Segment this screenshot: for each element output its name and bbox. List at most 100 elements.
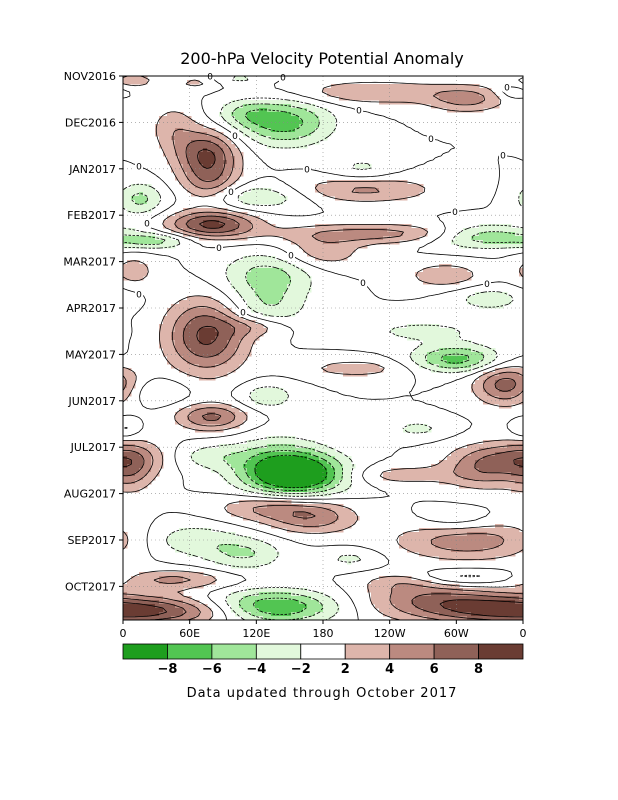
contour-lines xyxy=(122,75,524,621)
anomaly-cell xyxy=(179,408,196,413)
anomaly-cell xyxy=(155,124,204,129)
anomaly-cell xyxy=(371,596,392,601)
anomaly-cell xyxy=(191,180,224,185)
x-tick-label: 0 xyxy=(520,627,527,640)
anomaly-cell xyxy=(471,384,484,389)
anomaly-cell xyxy=(263,484,276,489)
anomaly-cell xyxy=(123,616,172,621)
anomaly-cell xyxy=(383,476,464,481)
anomaly-cell xyxy=(167,536,252,541)
anomaly-cell xyxy=(243,488,264,493)
anomaly-cell xyxy=(419,552,516,557)
anomaly-cell xyxy=(123,608,164,613)
anomaly-cell xyxy=(447,100,484,105)
anomaly-cell xyxy=(223,224,240,229)
anomaly-cell xyxy=(423,280,460,285)
anomaly-cell xyxy=(235,472,248,477)
anomaly-cell xyxy=(191,168,224,173)
anomaly-cell xyxy=(199,328,216,333)
anomaly-cell xyxy=(355,164,372,169)
anomaly-cell xyxy=(463,360,480,365)
anomaly-cell xyxy=(251,120,304,125)
anomaly-cell xyxy=(519,268,524,273)
anomaly-cell xyxy=(203,224,224,229)
anomaly-cell xyxy=(327,468,336,473)
anomaly-cell xyxy=(283,520,336,525)
anomaly-cell xyxy=(479,360,492,365)
anomaly-cell xyxy=(227,340,240,345)
anomaly-cell xyxy=(143,464,152,469)
anomaly-cell xyxy=(187,172,196,177)
y-tick-label: JUN2017 xyxy=(67,395,116,408)
zero-label: 0 xyxy=(304,166,310,176)
zero-label: 0 xyxy=(500,152,506,162)
anomaly-cell xyxy=(335,468,344,473)
anomaly-cell xyxy=(127,384,136,389)
anomaly-cell xyxy=(183,164,192,169)
colorbar-swatch xyxy=(211,643,257,660)
anomaly-cell xyxy=(431,104,500,109)
anomaly-cell xyxy=(239,292,256,297)
anomaly-cell xyxy=(239,120,252,125)
anomaly-cell xyxy=(451,608,524,613)
anomaly-cell xyxy=(471,452,496,457)
anomaly-cell xyxy=(267,108,308,113)
anomaly-cell xyxy=(307,488,328,493)
anomaly-cell xyxy=(371,600,392,605)
anomaly-cell xyxy=(127,208,152,213)
anomaly-cell xyxy=(163,320,176,325)
anomaly-cell xyxy=(219,548,252,553)
anomaly-cell xyxy=(183,580,216,585)
anomaly-cell xyxy=(183,228,196,233)
anomaly-cell xyxy=(123,204,156,209)
anomaly-cell xyxy=(375,604,396,609)
anomaly-cell xyxy=(171,336,184,341)
anomaly-cell xyxy=(315,188,356,193)
anomaly-cell xyxy=(255,388,284,393)
anomaly-cell xyxy=(123,188,156,193)
anomaly-cell xyxy=(231,336,244,341)
anomaly-cell xyxy=(187,372,228,377)
anomaly-cell xyxy=(319,124,336,129)
anomaly-cell xyxy=(191,212,228,217)
anomaly-cell xyxy=(295,444,328,449)
anomaly-cell xyxy=(235,328,252,333)
anomaly-cell xyxy=(223,348,236,353)
anomaly-cell xyxy=(227,212,248,217)
anomaly-cell xyxy=(215,160,228,165)
anomaly-cell xyxy=(435,536,504,541)
anomaly-cell xyxy=(151,452,164,457)
zero-label-bg xyxy=(451,206,459,217)
anomaly-cell xyxy=(183,128,216,133)
anomaly-cell xyxy=(151,460,164,465)
anomaly-cell xyxy=(171,532,236,537)
anomaly-cell xyxy=(263,300,280,305)
anomaly-cell xyxy=(483,372,500,377)
anomaly-cell xyxy=(123,232,156,237)
anomaly-cell xyxy=(271,524,304,529)
anomaly-cell xyxy=(231,172,244,177)
anomaly-cell xyxy=(167,216,180,221)
anomaly-cell xyxy=(139,192,144,197)
zero-label-bg xyxy=(427,133,435,144)
zero-label-bg xyxy=(135,160,143,171)
anomaly-cell xyxy=(127,380,136,385)
colorbar-swatch xyxy=(344,643,391,660)
anomaly-cell xyxy=(235,220,252,225)
anomaly-cell xyxy=(467,356,484,361)
anomaly-cell xyxy=(259,124,300,129)
anomaly-cell xyxy=(335,476,344,481)
zero-label: 0 xyxy=(207,73,213,83)
anomaly-cell xyxy=(439,612,472,617)
anomaly-cell xyxy=(235,156,244,161)
anomaly-cell xyxy=(183,328,200,333)
anomaly-cell xyxy=(499,388,512,393)
anomaly-cell xyxy=(515,380,524,385)
anomaly-cell xyxy=(187,148,204,153)
anomaly-cell xyxy=(443,356,468,361)
anomaly-cell xyxy=(391,596,416,601)
anomaly-cell xyxy=(227,508,256,513)
anomaly-cell xyxy=(123,600,160,605)
anomaly-cell xyxy=(223,168,232,173)
anomaly-cell xyxy=(191,140,212,145)
